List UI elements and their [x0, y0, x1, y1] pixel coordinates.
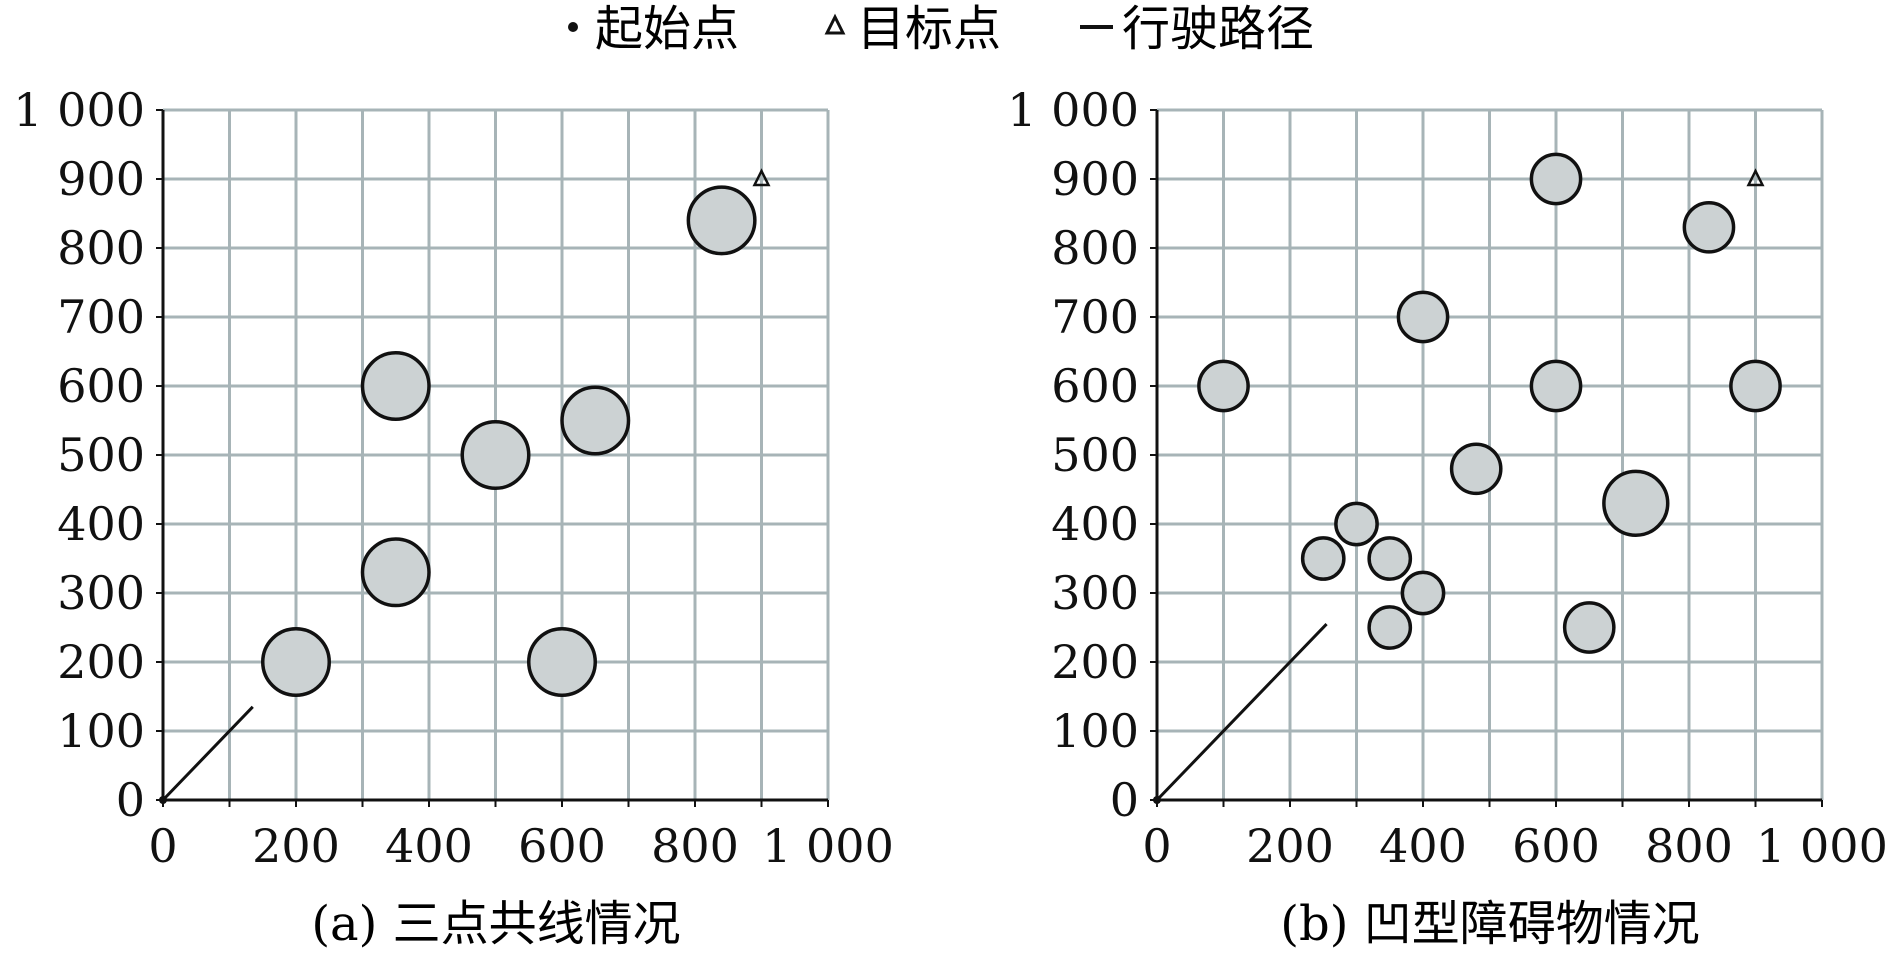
- x-tick-label: 0: [1142, 819, 1171, 873]
- target-point: [752, 168, 771, 187]
- y-tick-label: 100: [57, 704, 145, 758]
- obstacle-circle: [261, 627, 331, 697]
- driving-path: [161, 705, 254, 802]
- y-tick-label: 800: [57, 221, 145, 275]
- y-tick-label: 500: [57, 428, 145, 482]
- y-tick-label: 300: [57, 566, 145, 620]
- obstacle-circle: [460, 420, 531, 490]
- path-line: [1155, 623, 1328, 802]
- chart-panel-a: 0 200 400 600 800 1 000 0 100 200 300 400 500 600 700…: [13, 83, 894, 952]
- y-tick-label: 500: [1051, 428, 1139, 482]
- x-tick-label: 0: [148, 819, 177, 873]
- obstacle-circle: [1400, 570, 1446, 616]
- obstacle-circle: [1197, 359, 1250, 413]
- legend-start-marker: [568, 22, 578, 32]
- obstacle-circle: [1562, 601, 1616, 654]
- driving-path: [1155, 623, 1328, 802]
- y-tick-label: 200: [1051, 635, 1139, 689]
- x-tick-label: 800: [1645, 819, 1733, 873]
- start-point: [1153, 796, 1161, 804]
- start-point: [159, 796, 167, 804]
- obstacle-circle: [1449, 442, 1503, 496]
- x-tick-label: 400: [1379, 819, 1467, 873]
- y-tick-label: 300: [1051, 566, 1139, 620]
- obstacle-circle: [1334, 501, 1379, 547]
- legend-start-label: 起始点: [595, 1, 739, 57]
- legend-target-label: 目标点: [857, 1, 1001, 57]
- obstacle-circle: [360, 351, 431, 421]
- obstacle-circle: [1529, 152, 1583, 206]
- x-tick-label: 1 000: [762, 819, 894, 873]
- y-tick-label: 200: [57, 635, 145, 689]
- y-tick-label: 0: [116, 773, 145, 827]
- y-tick-label: 600: [57, 359, 145, 413]
- obstacle-circle: [560, 385, 631, 456]
- y-tick-label: 1 000: [1007, 83, 1139, 137]
- y-tick-label: 800: [1051, 221, 1139, 275]
- x-tick-label: 200: [1246, 819, 1334, 873]
- y-tick-label: 1 000: [13, 83, 145, 137]
- obstacle-circle: [1367, 605, 1413, 650]
- y-tick-label: 900: [1051, 152, 1139, 206]
- obstacles: [1197, 152, 1782, 654]
- x-tick-label: 400: [385, 819, 473, 873]
- tick-labels: 0 200 400 600 800 1 000 0 100 200 300 400 500 600 700…: [13, 83, 894, 873]
- y-tick-label: 700: [57, 290, 145, 344]
- y-tick-label: 0: [1110, 773, 1139, 827]
- obstacle-circle: [1396, 290, 1450, 344]
- x-tick-label: 600: [1512, 819, 1600, 873]
- y-tick-label: 400: [57, 497, 145, 551]
- obstacles: [261, 185, 757, 697]
- obstacle-circle: [1602, 469, 1670, 537]
- x-tick-label: 1 000: [1756, 819, 1888, 873]
- y-tick-label: 700: [1051, 290, 1139, 344]
- y-tick-label: 600: [1051, 359, 1139, 413]
- markers: [1153, 168, 1765, 804]
- tick-labels: 0 200 400 600 800 1 000 0 100 200 300 400 500 600 700…: [1007, 83, 1888, 873]
- obstacle-circle: [527, 627, 597, 697]
- obstacle-circle: [1729, 359, 1782, 413]
- legend-target-marker: [824, 13, 846, 35]
- chart-panel-b: 0 200 400 600 800 1 000 0 100 200 300 400 500 600 700…: [1007, 83, 1888, 952]
- x-tick-label: 600: [518, 819, 606, 873]
- obstacle-circle: [1367, 536, 1413, 581]
- obstacle-circle: [1529, 359, 1583, 413]
- caption-a: (a) 三点共线情况: [311, 896, 680, 952]
- legend: 起始点 目标点 行驶路径: [568, 1, 1314, 57]
- legend-path-label: 行驶路径: [1122, 1, 1314, 57]
- target-point: [1746, 168, 1765, 187]
- obstacle-circle: [1682, 200, 1736, 254]
- y-tick-label: 900: [57, 152, 145, 206]
- obstacle-circle: [1300, 536, 1346, 581]
- x-tick-label: 200: [252, 819, 340, 873]
- x-tick-label: 800: [651, 819, 739, 873]
- path-line: [161, 705, 254, 802]
- y-tick-label: 400: [1051, 497, 1139, 551]
- y-tick-label: 100: [1051, 704, 1139, 758]
- caption-b: (b) 凹型障碍物情况: [1280, 896, 1699, 952]
- markers: [159, 168, 771, 804]
- grid-lines: [156, 108, 830, 807]
- obstacle-circle: [360, 537, 431, 608]
- obstacle-circle: [686, 185, 757, 256]
